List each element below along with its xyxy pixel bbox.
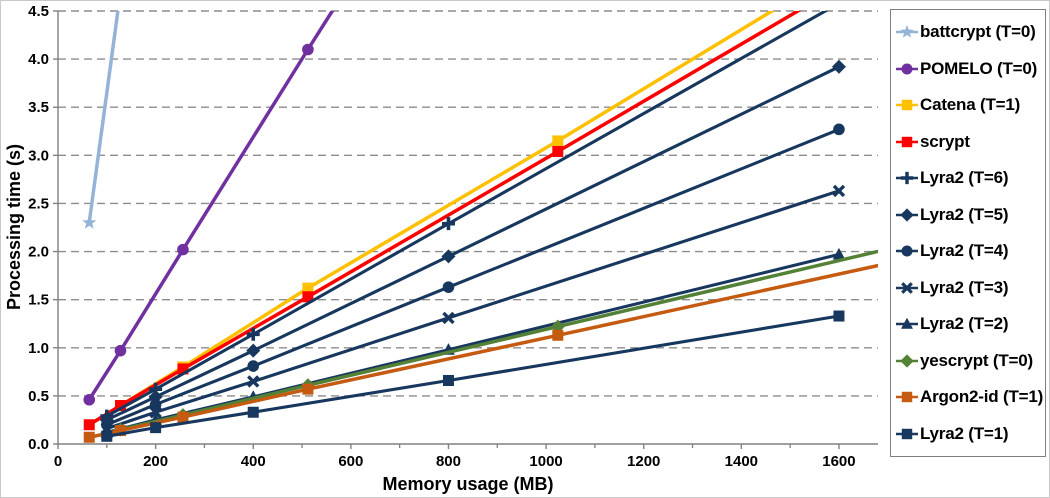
circle-marker-icon [896,245,918,257]
square-marker-icon [896,428,918,439]
legend: battcrypt (T=0) POMELO (T=0) Catena (T=1) s… [890,9,1046,457]
series-battcrypt (T=0) [82,11,120,229]
legend-label: Lyra2 (T=4) [920,241,1009,261]
square-marker-icon [896,100,918,111]
y-tick-label: 3.5 [28,99,49,116]
data-series [82,11,878,443]
y-tick-label: 1.0 [28,340,49,357]
legend-label: Lyra2 (T=5) [920,204,1009,224]
x-tick-label: 600 [338,453,363,470]
x-tick-label: 1200 [627,453,660,470]
x-tick-label: 1400 [725,453,758,470]
diamond-marker-icon [896,354,918,368]
series-Lyra2 (T=3) [100,184,846,435]
legend-item: Lyra2 (T=6) [895,168,1043,188]
legend-label: Argon2-id (T=1) [920,387,1044,407]
series-Argon2-id (T=1) [83,263,878,443]
series-Lyra2 (T=4) [101,123,845,431]
square-marker-icon [896,136,918,147]
series-scrypt [83,11,802,431]
legend-label: scrypt [920,131,970,151]
x-tick-label: 1000 [529,453,562,470]
legend-item: Lyra2 (T=2) [895,314,1043,334]
x-tick-label: 800 [436,453,461,470]
square-marker-icon [896,392,918,403]
legend-label: Catena (T=1) [920,95,1021,115]
star-marker-icon [896,25,918,39]
x-tick-label: 200 [143,453,168,470]
plus-marker-icon [896,172,918,185]
y-tick-label: 4.5 [28,3,49,20]
x-axis-title: Memory usage (MB) [382,474,553,494]
y-tick-label: 3.0 [28,147,49,164]
y-tick-label: 0.0 [28,436,49,453]
triangle-marker-icon [896,317,918,329]
series-Lyra2 (T=6) [100,11,829,423]
legend-item: Lyra2 (T=5) [895,205,1043,225]
y-tick-label: 0.5 [28,388,49,405]
legend-item: battcrypt (T=0) [895,22,1043,42]
axes [53,10,878,449]
legend-item: Argon2-id (T=1) [895,387,1043,407]
y-axis-title: Processing time (s) [4,144,24,310]
series-POMELO (T=0) [83,11,335,406]
y-tick-label: 1.5 [28,292,49,309]
legend-label: Lyra2 (T=6) [920,168,1009,188]
x-tick-label: 1600 [822,453,855,470]
legend-item: scrypt [895,132,1043,152]
legend-label: battcrypt (T=0) [920,22,1036,42]
legend-item: yescrypt (T=0) [895,351,1043,371]
legend-item: POMELO (T=0) [895,59,1043,79]
x-tick-label: 0 [54,453,62,470]
x-tick-label: 400 [241,453,266,470]
circle-marker-icon [896,63,918,75]
legend-item: Catena (T=1) [895,95,1043,115]
legend-item: Lyra2 (T=4) [895,241,1043,261]
legend-label: Lyra2 (T=1) [920,423,1009,443]
legend-label: POMELO (T=0) [920,58,1038,78]
x-marker-icon [896,281,918,294]
legend-label: Lyra2 (T=2) [920,314,1009,334]
diamond-marker-icon [896,208,918,222]
y-tick-label: 2.5 [28,195,49,212]
legend-item: Lyra2 (T=1) [895,424,1043,444]
y-tick-label: 4.0 [28,51,49,68]
tick-labels: 0.0 0.5 1.0 1.5 2.0 2.5 3.0 3.5 4.0 4.5 0 200 400 600… [28,3,855,470]
legend-label: Lyra2 (T=3) [920,277,1009,297]
series-Lyra2 (T=5) [99,59,846,427]
legend-label: yescrypt (T=0) [920,350,1033,370]
series-Lyra2 (T=1) [101,310,845,442]
legend-item: Lyra2 (T=3) [895,278,1043,298]
y-tick-label: 2.0 [28,244,49,261]
